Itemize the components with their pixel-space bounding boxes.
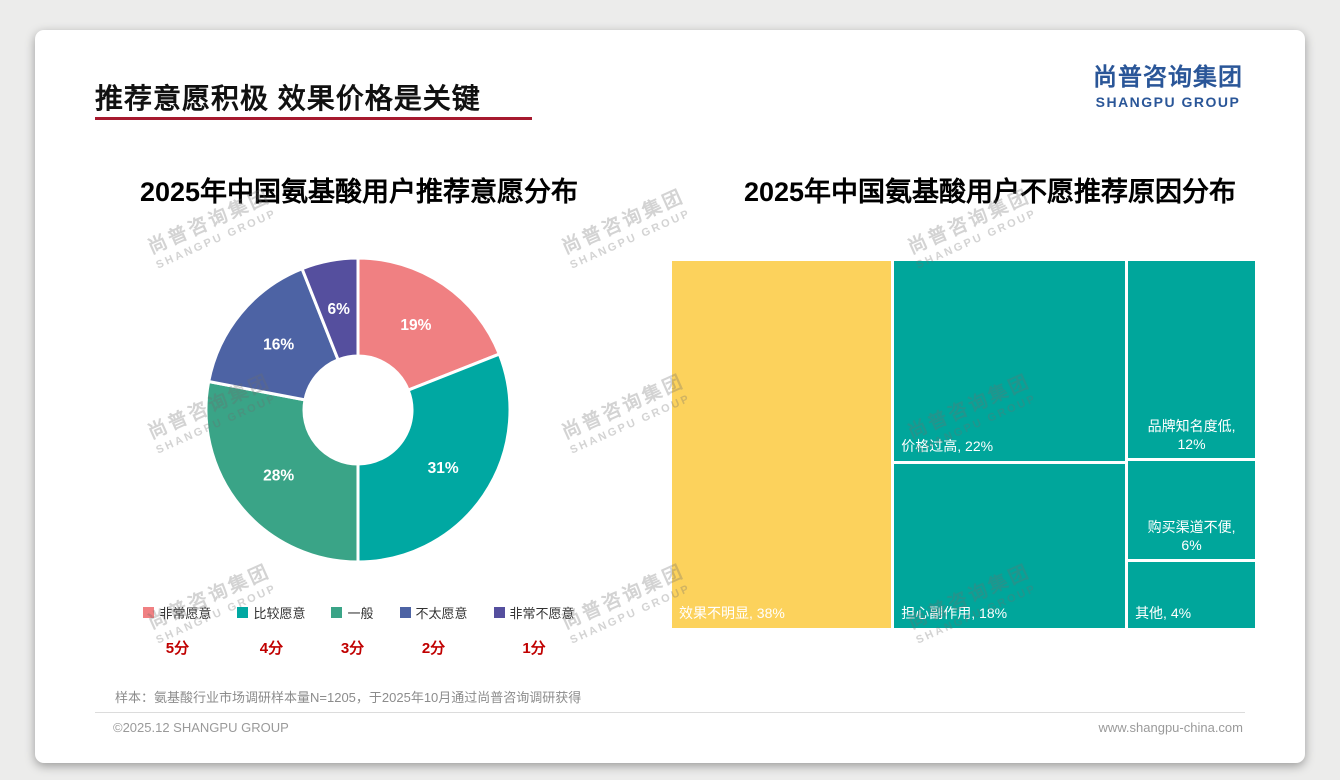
legend-swatch [331,607,343,618]
treemap-column: 效果不明显, 38% [672,261,892,628]
sample-note: 样本：氨基酸行业市场调研样本量N=1205，于2025年10月通过尚普咨询调研获… [115,690,582,705]
footer-website: www.shangpu-china.com [1098,720,1243,735]
donut-slice-label: 28% [263,468,294,485]
legend-label: 非常不愿意 [509,606,575,621]
donut-slice-label: 31% [428,460,459,477]
treemap-cell-担心副作用: 担心副作用, 18% [894,464,1126,628]
legend-swatch [493,607,505,618]
legend-score: 4分 [259,640,284,657]
company-logo: 尚普咨询集团 SHANGPU GROUP [1093,57,1243,110]
legend-swatch [399,607,411,618]
footer-copyright: ©2025.12 SHANGPU GROUP [113,720,289,735]
treemap-cell-其他: 其他, 4% [1128,562,1255,628]
legend-item: 比较愿意 4分 [237,603,305,658]
treemap-cell-label: 品牌知名度低, 12% [1147,417,1236,452]
legend-label: 不太愿意 [415,606,468,621]
watermark-line1: 尚普咨询集团 [559,370,689,444]
donut-slice-非常不愿意 [300,256,360,362]
legend-score: 1分 [522,640,546,657]
donut-slice-比较愿意 [356,352,512,564]
legend-swatch [143,607,155,618]
legend-item: 一般 3分 [331,603,374,658]
donut-slice-非常愿意 [356,256,502,393]
legend-score: 5分 [165,640,190,657]
legend-label: 一般 [347,606,374,621]
donut-slice-label: 6% [327,301,350,318]
treemap-cell-label: 价格过高, 22% [901,438,994,455]
treemap-cell-效果不明显: 效果不明显, 38% [672,261,892,628]
legend-swatch [237,607,249,618]
donut-slice-label: 16% [263,336,294,353]
treemap-column: 价格过高, 22% 担心副作用, 18% [894,261,1126,628]
treemap-cell-价格过高: 价格过高, 22% [894,261,1126,462]
treemap-cell-label: 其他, 4% [1135,604,1192,621]
treemap-column: 品牌知名度低, 12% 购买渠道不便, 6% 其他, 4% [1128,261,1255,628]
donut-slice-不太愿意 [206,266,341,402]
treemap-cell-品牌知名度低: 品牌知名度低, 12% [1128,261,1255,458]
treemap-cell-购买渠道不便: 购买渠道不便, 6% [1128,460,1255,560]
donut-legend: 非常愿意 5分 比较愿意 4分 一般 3分 不太愿意 2分 非常不愿意 1分 [64,603,654,658]
legend-item: 非常不愿意 1分 [493,603,575,658]
treemap-cell-label: 效果不明显, 38% [679,604,785,621]
treemap-cell-label: 购买渠道不便, 6% [1147,518,1236,554]
legend-label: 比较愿意 [253,606,306,621]
footer-divider [95,712,1245,713]
treemap-chart-title: 2025年中国氨基酸用户不愿推荐原因分布 [743,177,1237,207]
legend-item: 不太愿意 2分 [399,603,468,658]
donut-chart: 19% 31% 28% 16% 6% [204,256,512,564]
donut-chart-title: 2025年中国氨基酸用户推荐意愿分布 [139,177,579,207]
legend-score: 2分 [421,640,446,657]
title-underline [95,117,532,120]
donut-slice-一般 [204,379,360,564]
logo-en-text: SHANGPU GROUP [1095,94,1241,110]
slide-card: 推荐意愿积极 效果价格是关键 尚普咨询集团 SHANGPU GROUP 2025… [35,30,1305,763]
legend-label: 非常愿意 [159,606,212,621]
legend-score: 3分 [340,640,365,657]
logo-cn-text: 尚普咨询集团 [1093,64,1243,91]
treemap-chart: 效果不明显, 38% 价格过高, 22% 担心副作用, 18% 品牌知名度低, 12% 购… [672,261,1255,628]
treemap-cell-label: 担心副作用, 18% [901,604,1008,621]
donut-slice-label: 19% [400,317,431,334]
legend-item: 非常愿意 5分 [143,603,211,658]
page-title: 推荐意愿积极 效果价格是关键 [95,83,481,114]
